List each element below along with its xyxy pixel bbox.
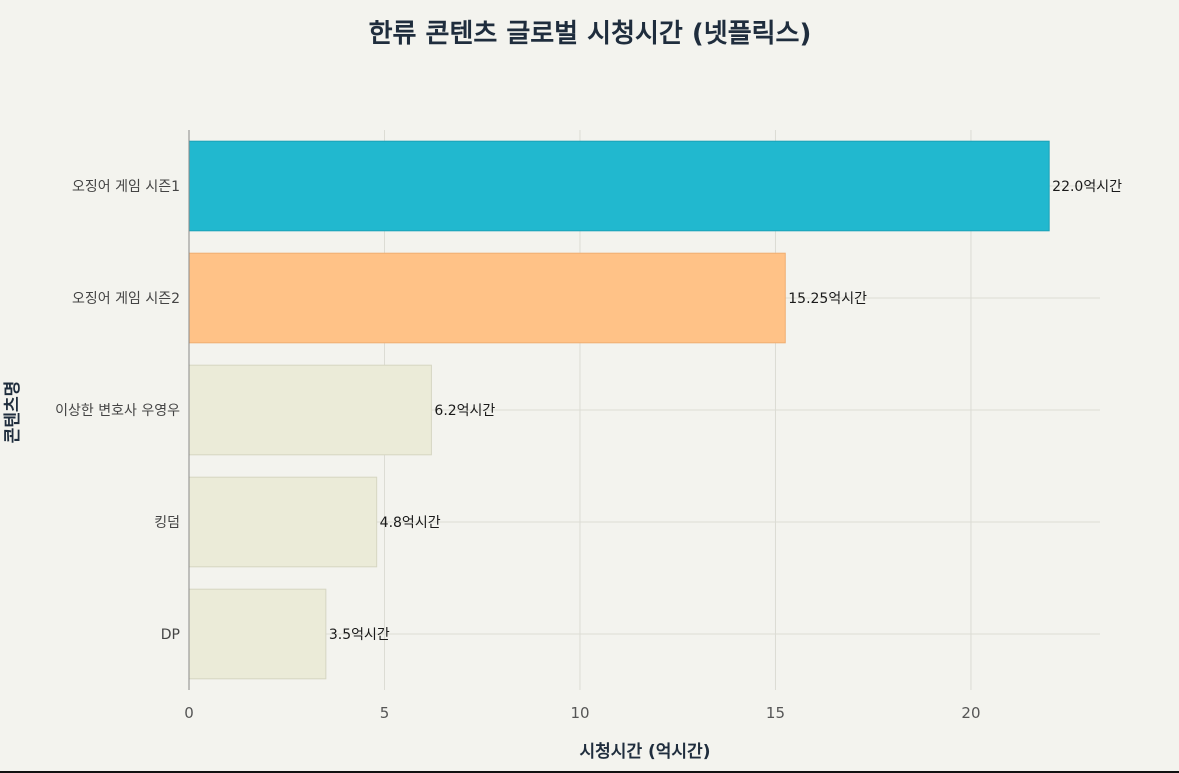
x-axis-title: 시청시간 (억시간) xyxy=(580,741,711,762)
bottom-border xyxy=(0,771,1179,773)
category-label: 오징어 게임 시즌2 xyxy=(72,291,180,307)
category-label: 이상한 변호사 우영우 xyxy=(55,403,180,419)
bar-4 xyxy=(188,588,327,680)
data-label: 6.2억시간 xyxy=(434,403,495,419)
x-tick-labels: 0 5 10 15 20 xyxy=(184,704,980,722)
category-label: 킹덤 xyxy=(154,515,180,531)
x-tick-label: 15 xyxy=(766,704,785,722)
data-label: 3.5억시간 xyxy=(329,627,390,643)
data-labels: 22.0억시간 15.25억시간 6.2억시간 4.8억시간 3.5억시간 xyxy=(329,179,1122,643)
data-label: 22.0억시간 xyxy=(1052,179,1122,195)
category-label: 오징어 게임 시즌1 xyxy=(72,179,180,195)
bars xyxy=(188,140,1050,680)
bar-2 xyxy=(188,364,432,456)
x-tick-label: 5 xyxy=(380,704,390,722)
bar-1 xyxy=(188,252,786,344)
y-axis-title: 콘텐츠명 xyxy=(3,381,23,444)
bar-0 xyxy=(188,140,1050,232)
x-tick-label: 10 xyxy=(570,704,589,722)
category-label: DP xyxy=(161,627,180,643)
data-label: 4.8억시간 xyxy=(380,515,441,531)
data-label: 15.25억시간 xyxy=(788,291,867,307)
x-tick-label: 20 xyxy=(961,704,980,722)
chart-title: 한류 콘텐츠 글로벌 시청시간 (넷플릭스) xyxy=(369,19,812,49)
bar-3 xyxy=(188,476,378,568)
x-tick-label: 0 xyxy=(184,704,194,722)
